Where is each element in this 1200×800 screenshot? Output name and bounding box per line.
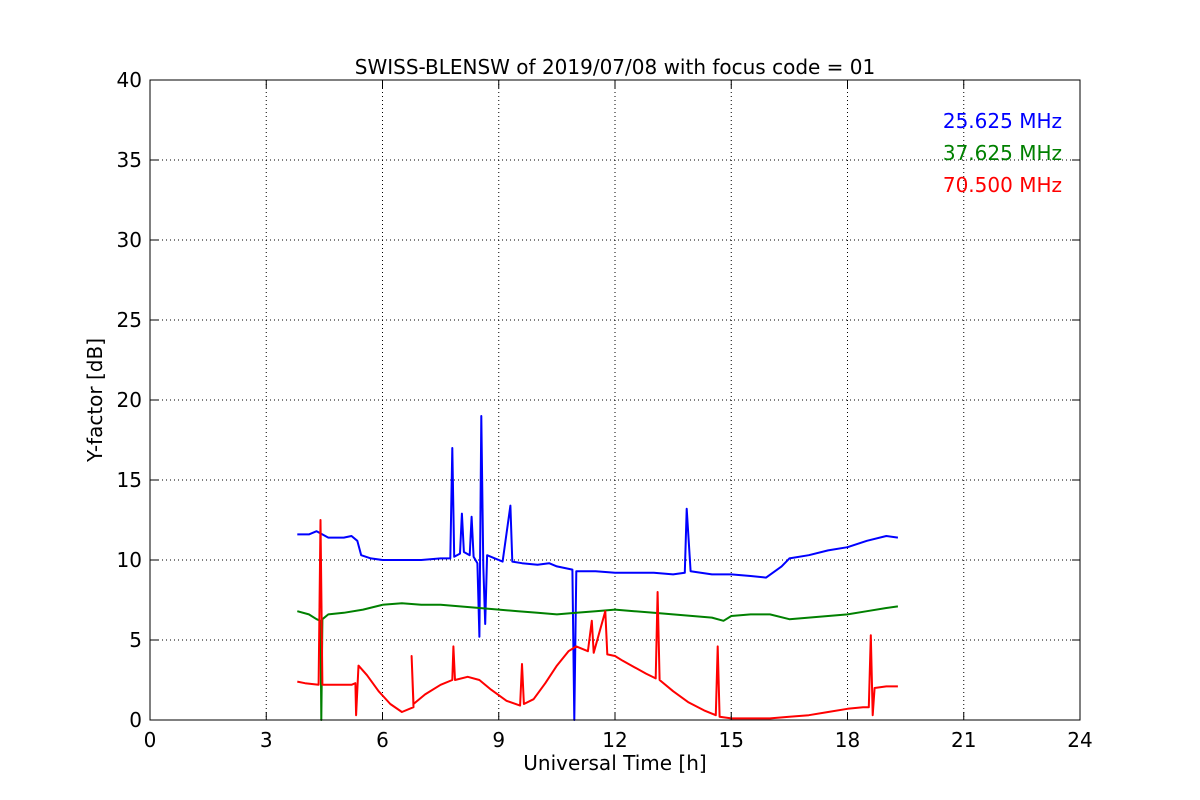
x-axis-label: Universal Time [h] bbox=[523, 751, 706, 775]
x-tick-label: 15 bbox=[719, 728, 744, 752]
x-tick-label: 18 bbox=[835, 728, 860, 752]
y-tick-label: 5 bbox=[129, 628, 142, 652]
y-tick-label: 35 bbox=[117, 148, 142, 172]
ticks: 0 3 6 9 12 15 18 21 24 0 5 10 15 20 25 30 35 40 bbox=[117, 68, 1093, 752]
y-tick-label: 30 bbox=[117, 228, 142, 252]
y-tick-label: 10 bbox=[117, 548, 142, 572]
legend-entry-70-500-mhz: 70.500 MHz bbox=[943, 173, 1062, 197]
x-tick-label: 0 bbox=[144, 728, 157, 752]
x-tick-label: 3 bbox=[260, 728, 273, 752]
y-axis-label: Y-factor [dB] bbox=[83, 338, 107, 463]
x-tick-label: 9 bbox=[492, 728, 505, 752]
y-tick-label: 15 bbox=[117, 468, 142, 492]
series-line-70-500-mhz bbox=[297, 519, 898, 720]
series-line-25-625-mhz bbox=[297, 415, 899, 721]
legend-entry-25-625-mhz: 25.625 MHz bbox=[943, 109, 1062, 133]
x-tick-label: 21 bbox=[951, 728, 976, 752]
chart-title: SWISS-BLENSW of 2019/07/08 with focus co… bbox=[355, 55, 876, 79]
x-tick-label: 12 bbox=[602, 728, 627, 752]
x-tick-label: 24 bbox=[1067, 728, 1092, 752]
x-tick-label: 6 bbox=[376, 728, 389, 752]
series-group bbox=[297, 415, 899, 721]
grid bbox=[150, 80, 1080, 720]
y-tick-label: 25 bbox=[117, 308, 142, 332]
legend: 25.625 MHz 37.625 MHz 70.500 MHz bbox=[943, 109, 1062, 197]
y-tick-label: 0 bbox=[129, 708, 142, 732]
legend-entry-37-625-mhz: 37.625 MHz bbox=[943, 141, 1062, 165]
y-tick-label: 20 bbox=[117, 388, 142, 412]
series-line-37-625-mhz bbox=[297, 602, 899, 721]
y-tick-label: 40 bbox=[117, 68, 142, 92]
